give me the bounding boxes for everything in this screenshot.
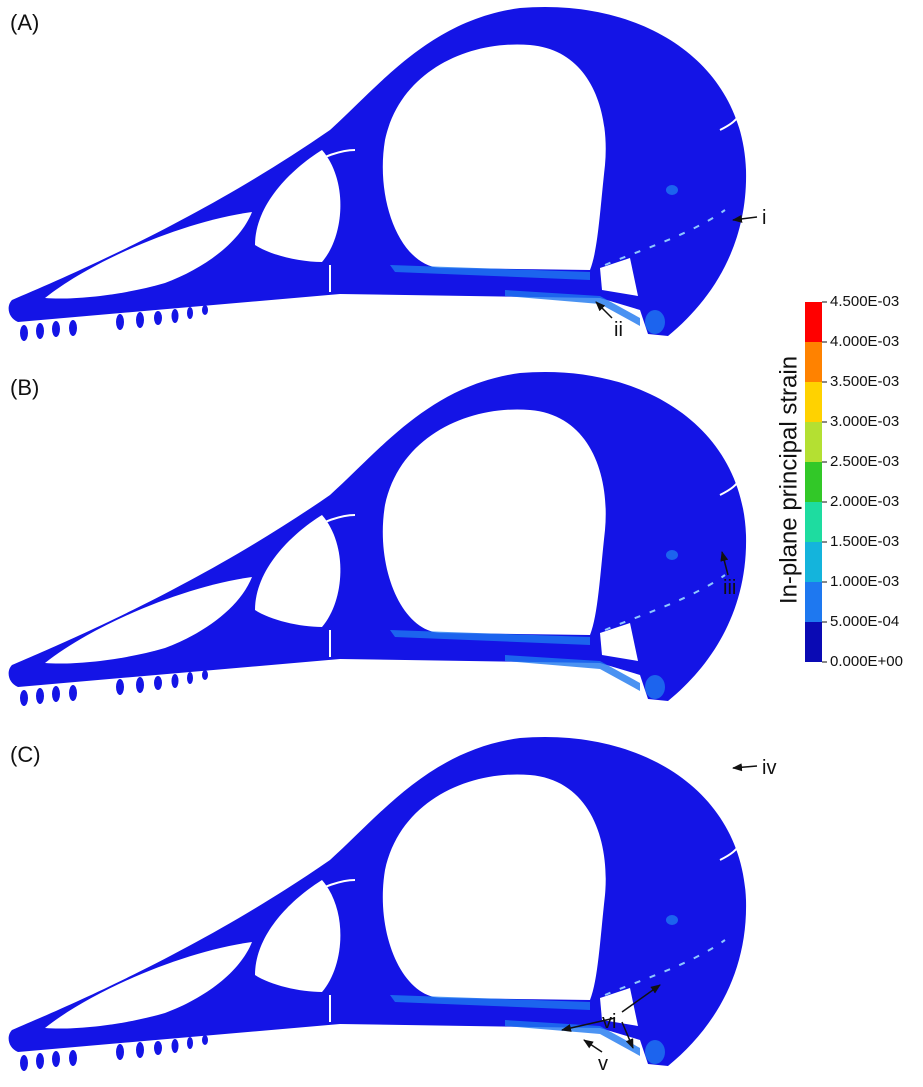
colorbar-band <box>805 382 822 422</box>
tick-label: 3.500E-03 <box>830 373 899 390</box>
colorbar-band <box>805 502 822 542</box>
tick-label: 1.000E-03 <box>830 573 899 590</box>
panel-label: (B) <box>10 375 39 400</box>
colorbar-band <box>805 542 822 582</box>
colorbar-band <box>805 422 822 462</box>
colorbar-band <box>805 622 822 662</box>
arrow <box>584 1040 602 1052</box>
arrow <box>733 766 757 768</box>
tick-label: 2.000E-03 <box>830 493 899 510</box>
annotation: iv <box>762 757 776 779</box>
colorbar-band <box>805 462 822 502</box>
colorbar-band <box>805 302 822 342</box>
tick-label: 2.500E-03 <box>830 453 899 470</box>
tick-label: 5.000E-04 <box>830 613 899 630</box>
annotation: v <box>598 1053 608 1075</box>
colorbar-band <box>805 342 822 382</box>
colorbar-band <box>805 582 822 622</box>
tick-label: 3.000E-03 <box>830 413 899 430</box>
annotation: ii <box>614 319 623 341</box>
annotation: vi <box>602 1011 616 1033</box>
tick-label: 4.500E-03 <box>830 293 899 310</box>
colorbar-title: In-plane principal strain <box>775 356 802 604</box>
panel-label: (A) <box>10 10 39 35</box>
annotation: i <box>762 207 766 229</box>
tick-label: 1.500E-03 <box>830 533 899 550</box>
panel-label: (C) <box>10 742 41 767</box>
tick-label: 4.000E-03 <box>830 333 899 350</box>
tick-label: 0.000E+00 <box>830 653 903 670</box>
figure: (A) (B) (C) i ii iii iv v vi In-plane pr… <box>0 0 923 1082</box>
annotation: iii <box>723 577 736 599</box>
